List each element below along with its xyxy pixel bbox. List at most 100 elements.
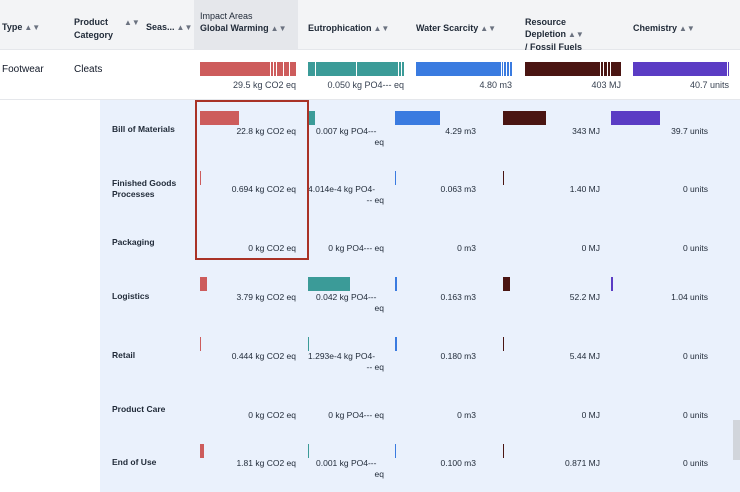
global-warming-value: 0 kg CO2 eq — [248, 243, 296, 253]
resource-depletion-summary-value: 403 MJ — [591, 80, 621, 90]
eutrophication-bar — [308, 337, 309, 351]
sort-icon: ▲▼ — [124, 18, 140, 27]
global-warming-value: 0.444 kg CO2 eq — [231, 351, 296, 361]
eutrophication-bar — [308, 277, 350, 291]
chemistry-value: 0 units — [682, 458, 708, 468]
chemistry-column-header[interactable]: Chemistry ▲▼ — [633, 22, 695, 35]
global-warming-bar — [200, 277, 207, 291]
product-category-column-header[interactable]: Product ▲▼ Category — [74, 16, 140, 41]
resource-depletion-value: 0 MJ — [581, 243, 600, 253]
chemistry-bar — [611, 111, 660, 125]
season-header-label: Seas... — [146, 22, 175, 32]
water-scarcity-bar — [395, 111, 440, 125]
row-label-retail: Retail — [112, 350, 136, 360]
chemistry-value: 0 units — [682, 184, 708, 194]
resource-depletion-label-1: Resource Depletion — [525, 17, 567, 39]
summary-type: Footwear — [2, 64, 44, 75]
sort-icon: ▲▼ — [176, 23, 193, 32]
chemistry-value: 0 units — [682, 351, 708, 361]
eutrophication-column-header[interactable]: Eutrophication ▲▼ — [308, 22, 389, 35]
resource-depletion-bar — [503, 111, 546, 125]
global-warming-bar — [200, 444, 204, 458]
eutrophication-value: 0.042 kg PO4--- eq — [316, 292, 384, 313]
water-scarcity-bar — [395, 337, 397, 351]
product-category-label-1: Product — [74, 17, 109, 27]
row-label-logistics: Logistics — [112, 291, 150, 301]
row-label-packaging: Packaging — [112, 237, 155, 247]
resource-depletion-value: 1.40 MJ — [569, 184, 600, 194]
water-scarcity-column-header[interactable]: Water Scarcity ▲▼ — [416, 22, 496, 35]
water-scarcity-value: 0.180 m3 — [440, 351, 476, 361]
eutrophication-bar — [308, 444, 309, 458]
breakdown-panel — [100, 100, 740, 492]
resource-depletion-label-2: / Fossil Fuels — [525, 42, 583, 52]
global-warming-bar — [200, 337, 201, 351]
season-column-header[interactable]: Seas... ▲▼ — [146, 21, 192, 34]
global-warming-column-header[interactable]: Impact Areas Global Warming ▲▼ — [200, 10, 287, 35]
resource-depletion-summary-bar — [525, 62, 621, 76]
global-warming-bar — [200, 171, 201, 185]
sort-icon: ▲▼ — [373, 24, 390, 33]
bar-fill — [525, 62, 621, 76]
water-scarcity-bar — [395, 171, 396, 185]
water-scarcity-bar — [395, 277, 397, 291]
resource-depletion-column-header[interactable]: Resource Depletion ▲▼ / Fossil Fuels — [525, 16, 625, 53]
summary-category: Cleats — [74, 64, 103, 75]
type-column-header[interactable]: Type ▲▼ — [2, 21, 40, 34]
global-warming-highlight-box — [195, 100, 309, 260]
global-warming-value: 0.694 kg CO2 eq — [231, 184, 296, 194]
bar-fill — [416, 62, 512, 76]
water-scarcity-value: 0 m3 — [457, 410, 476, 420]
global-warming-bar — [200, 111, 239, 125]
resource-depletion-value: 52.2 MJ — [569, 292, 600, 302]
eutrophication-value: 0.007 kg PO4--- eq — [316, 126, 384, 147]
scrollbar-thumb[interactable] — [733, 420, 740, 460]
eutrophication-summary-bar — [308, 62, 404, 76]
global-warming-header-bg — [194, 0, 298, 50]
chemistry-bar — [611, 277, 613, 291]
summary-row[interactable]: Footwear Cleats 29.5 kg CO2 eq 0.050 kg … — [0, 50, 740, 100]
eutrophication-value: 4.014e-4 kg PO4- -- eq — [308, 184, 384, 205]
row-label-finished-goods-processes: Finished Goods Processes — [112, 178, 177, 199]
resource-depletion-bar — [503, 444, 504, 458]
global-warming-header-label: Global Warming — [200, 23, 269, 33]
eutrophication-value: 1.293e-4 kg PO4- -- eq — [308, 351, 384, 372]
chemistry-value: 0 units — [682, 410, 708, 420]
global-warming-summary-value: 29.5 kg CO2 eq — [232, 80, 296, 90]
chemistry-header-label: Chemistry — [633, 23, 678, 33]
table-header: Type ▲▼ Product ▲▼ Category Seas... ▲▼ Impa… — [0, 0, 740, 53]
water-scarcity-value: 0.163 m3 — [440, 292, 476, 302]
resource-depletion-value: 0 MJ — [581, 410, 600, 420]
global-warming-value: 3.79 kg CO2 eq — [236, 292, 296, 302]
sort-icon: ▲▼ — [679, 24, 695, 33]
water-scarcity-summary-bar — [416, 62, 512, 76]
sort-icon: ▲▼ — [24, 23, 41, 32]
water-scarcity-value: 0.063 m3 — [440, 184, 476, 194]
chemistry-value: 39.7 units — [671, 126, 708, 136]
sort-icon: ▲▼ — [568, 30, 584, 39]
water-scarcity-summary-value: 4.80 m3 — [479, 80, 512, 90]
eutrophication-value: 0 kg PO4--- eq — [328, 410, 384, 420]
eutrophication-value: 0 kg PO4--- eq — [328, 243, 384, 253]
global-warming-value: 22.8 kg CO2 eq — [236, 126, 296, 136]
sort-icon: ▲▼ — [480, 24, 497, 33]
eutrophication-summary-value: 0.050 kg PO4--- eq — [327, 80, 404, 90]
water-scarcity-value: 0 m3 — [457, 243, 476, 253]
eutrophication-value: 0.001 kg PO4--- eq — [316, 458, 384, 479]
global-warming-summary-bar — [200, 62, 296, 76]
bar-fill — [200, 62, 296, 76]
resource-depletion-value: 343 MJ — [572, 126, 600, 136]
global-warming-value: 0 kg CO2 eq — [248, 410, 296, 420]
type-header-label: Type — [2, 22, 23, 32]
product-category-label-2: Category — [74, 30, 114, 40]
bar-fill — [633, 62, 729, 76]
resource-depletion-bar — [503, 277, 510, 291]
resource-depletion-bar — [503, 171, 504, 185]
chemistry-value: 1.04 units — [671, 292, 708, 302]
water-scarcity-header-label: Water Scarcity — [416, 23, 479, 33]
resource-depletion-bar — [503, 337, 504, 351]
global-warming-value: 1.81 kg CO2 eq — [236, 458, 296, 468]
water-scarcity-value: 4.29 m3 — [445, 126, 476, 136]
eutrophication-bar — [308, 111, 315, 125]
resource-depletion-value: 0.871 MJ — [565, 458, 600, 468]
